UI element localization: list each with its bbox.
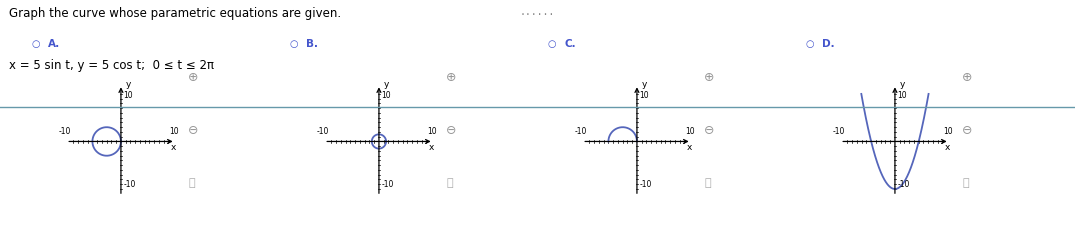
Text: x: x — [945, 143, 950, 152]
Text: ⧉: ⧉ — [188, 178, 195, 188]
Text: 10: 10 — [428, 127, 438, 136]
Text: -10: -10 — [898, 180, 909, 189]
Text: -10: -10 — [382, 180, 393, 189]
Text: y: y — [126, 80, 131, 89]
Text: ⊖: ⊖ — [188, 124, 199, 137]
Text: y: y — [384, 80, 389, 89]
Text: D.: D. — [822, 39, 835, 49]
Text: ⧉: ⧉ — [446, 178, 453, 188]
Text: y: y — [642, 80, 647, 89]
Text: ......: ...... — [520, 7, 555, 17]
Text: -10: -10 — [59, 127, 71, 136]
Text: ⧉: ⧉ — [704, 178, 711, 188]
Text: 10: 10 — [898, 91, 907, 100]
Text: ⧉: ⧉ — [962, 178, 969, 188]
Text: 10: 10 — [170, 127, 180, 136]
Text: ⊕: ⊕ — [446, 71, 457, 84]
Text: ○: ○ — [32, 39, 44, 49]
Text: C.: C. — [564, 39, 576, 49]
Text: -10: -10 — [640, 180, 651, 189]
Text: 10: 10 — [124, 91, 133, 100]
Text: y: y — [900, 80, 905, 89]
Text: A.: A. — [48, 39, 60, 49]
Text: 10: 10 — [944, 127, 954, 136]
Text: ⊖: ⊖ — [962, 124, 973, 137]
Text: ○: ○ — [548, 39, 560, 49]
Text: ⊖: ⊖ — [446, 124, 457, 137]
Text: -10: -10 — [575, 127, 587, 136]
Text: 10: 10 — [382, 91, 391, 100]
Text: ⊕: ⊕ — [188, 71, 199, 84]
Text: Graph the curve whose parametric equations are given.: Graph the curve whose parametric equatio… — [9, 7, 341, 20]
Text: 10: 10 — [686, 127, 696, 136]
Text: -10: -10 — [833, 127, 845, 136]
Text: x = 5 sin t, y = 5 cos t;  0 ≤ t ≤ 2π: x = 5 sin t, y = 5 cos t; 0 ≤ t ≤ 2π — [9, 59, 214, 71]
Text: x: x — [687, 143, 692, 152]
Text: ⊖: ⊖ — [704, 124, 715, 137]
Text: -10: -10 — [317, 127, 330, 136]
Text: -10: -10 — [124, 180, 135, 189]
Text: ○: ○ — [806, 39, 818, 49]
Text: ○: ○ — [290, 39, 302, 49]
Text: x: x — [171, 143, 176, 152]
Text: B.: B. — [306, 39, 318, 49]
Text: ⊕: ⊕ — [704, 71, 715, 84]
Text: x: x — [429, 143, 434, 152]
Text: ⊕: ⊕ — [962, 71, 973, 84]
Text: 10: 10 — [640, 91, 649, 100]
